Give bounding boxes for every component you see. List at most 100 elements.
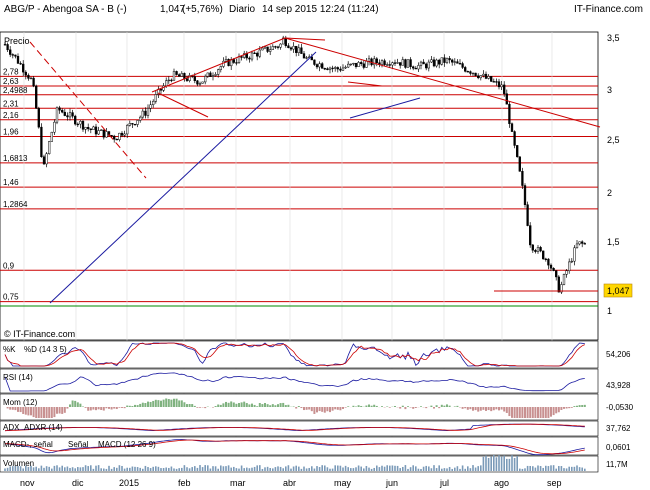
candle-body bbox=[24, 71, 27, 76]
trend-line-blue-short bbox=[349, 97, 421, 119]
volume-bar bbox=[355, 467, 357, 471]
candle-body bbox=[440, 57, 443, 65]
candle-body bbox=[401, 59, 404, 66]
candle-body bbox=[435, 59, 438, 67]
candle-body bbox=[76, 123, 79, 126]
momentum-bar bbox=[43, 407, 45, 418]
momentum-bar bbox=[331, 407, 334, 411]
candle-body bbox=[263, 46, 267, 49]
momentum-bar bbox=[162, 399, 165, 407]
momentum-panel: Mom (12) -0,0530 bbox=[0, 393, 634, 421]
candle-body bbox=[66, 115, 69, 118]
volume-bar bbox=[100, 468, 102, 471]
volume-bar bbox=[79, 467, 82, 471]
momentum-bar bbox=[352, 405, 355, 407]
momentum-bar bbox=[368, 404, 370, 407]
candle-body bbox=[211, 75, 215, 77]
momentum-bar bbox=[505, 407, 508, 413]
candle-body bbox=[92, 126, 95, 130]
momentum-bar bbox=[102, 407, 105, 411]
volume-bar bbox=[209, 468, 212, 471]
momentum-bar bbox=[118, 407, 121, 408]
candle-body bbox=[534, 250, 537, 252]
macd-legend-params: MACD (12 26 9) bbox=[98, 440, 156, 449]
momentum-bar bbox=[113, 407, 116, 409]
candle-body bbox=[131, 123, 134, 125]
candle-body bbox=[9, 49, 12, 55]
candle-body bbox=[45, 153, 48, 165]
volume-bar bbox=[459, 468, 461, 471]
candle-body bbox=[201, 81, 204, 84]
candle-body bbox=[282, 37, 285, 45]
volume-bar bbox=[368, 467, 370, 471]
volume-bar bbox=[563, 468, 565, 471]
candle-body bbox=[495, 81, 498, 83]
volume-bar bbox=[87, 466, 89, 471]
candle-body bbox=[357, 62, 360, 67]
volume-bar bbox=[69, 467, 71, 471]
candle-body bbox=[74, 115, 77, 125]
momentum-bar bbox=[381, 406, 383, 407]
candle-body bbox=[120, 132, 124, 136]
momentum-bar bbox=[136, 405, 139, 407]
candle-body bbox=[185, 78, 189, 81]
volume-bar bbox=[581, 467, 583, 471]
candle-body bbox=[526, 204, 529, 226]
volume-bar bbox=[256, 465, 258, 471]
volume-bar bbox=[389, 465, 391, 471]
volume-bar bbox=[295, 465, 297, 471]
volume-bar bbox=[261, 468, 264, 471]
momentum-bar bbox=[310, 407, 313, 412]
volume-bar bbox=[48, 466, 50, 471]
volume-bar bbox=[498, 455, 500, 471]
volume-bar bbox=[402, 466, 404, 471]
candle-body bbox=[469, 71, 472, 74]
candle-body bbox=[258, 49, 261, 57]
momentum-bar bbox=[474, 407, 477, 411]
candle-body bbox=[557, 276, 560, 293]
momentum-bar bbox=[40, 407, 43, 418]
volume-value-box bbox=[602, 458, 632, 469]
candle-body bbox=[386, 64, 389, 66]
volume-label: Volumen bbox=[3, 459, 34, 468]
volume-bar bbox=[303, 466, 305, 471]
momentum-bar bbox=[248, 404, 251, 407]
momentum-bar bbox=[191, 404, 194, 407]
momentum-bar bbox=[552, 407, 555, 416]
volume-bar bbox=[71, 467, 74, 471]
volume-bar bbox=[162, 468, 165, 471]
volume-bar bbox=[305, 468, 308, 471]
volume-bar bbox=[472, 465, 474, 471]
momentum-bar bbox=[19, 407, 22, 413]
volume-bar bbox=[318, 467, 321, 471]
candle-body bbox=[133, 123, 137, 126]
candle-body bbox=[464, 67, 467, 72]
momentum-bar bbox=[222, 403, 225, 407]
volume-bar bbox=[274, 467, 277, 471]
volume-bar bbox=[363, 468, 365, 471]
candle-body bbox=[396, 62, 399, 64]
volume-bar bbox=[157, 466, 160, 471]
momentum-bar bbox=[482, 407, 485, 410]
momentum-bar bbox=[199, 407, 201, 408]
level-labels: 2,782,632,4988 2,31 2,16 1,96 1,6813 1,46 1,28… bbox=[3, 67, 28, 301]
momentum-bar bbox=[524, 407, 526, 418]
momentum-bar bbox=[279, 403, 282, 407]
momentum-bar bbox=[92, 407, 95, 410]
momentum-bar bbox=[297, 406, 300, 407]
momentum-bar bbox=[503, 407, 506, 412]
candle-body bbox=[505, 93, 508, 105]
volume-bar bbox=[160, 468, 162, 471]
volume-bar bbox=[170, 466, 173, 471]
volume-bar bbox=[313, 468, 316, 471]
candle-body bbox=[482, 73, 485, 76]
candle-body bbox=[276, 46, 280, 48]
x-tick-feb: feb bbox=[178, 478, 191, 488]
volume-bar bbox=[238, 468, 240, 471]
volume-bar bbox=[149, 468, 152, 471]
level-label: 2,4988 bbox=[3, 86, 28, 95]
momentum-bar bbox=[446, 404, 448, 407]
level-label: 0,9 bbox=[3, 261, 15, 270]
momentum-bar bbox=[485, 407, 487, 411]
